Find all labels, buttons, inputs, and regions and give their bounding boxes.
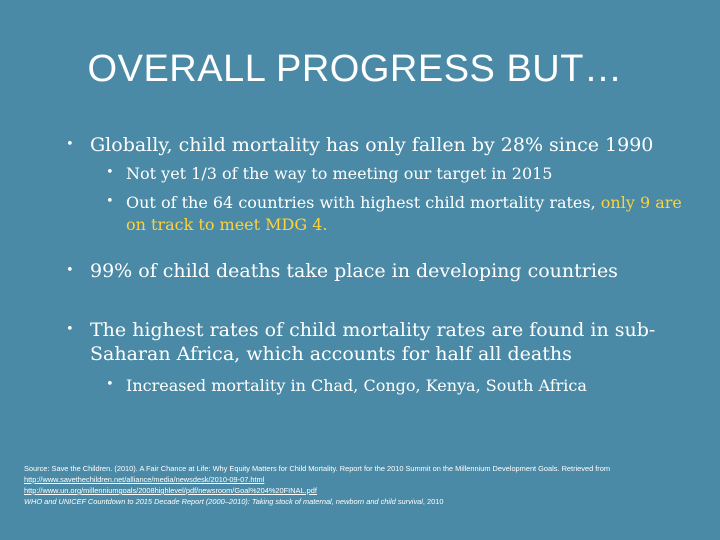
- bullet-dot: •: [106, 377, 114, 392]
- source-line: WHO and UNICEF Countdown to 2015 Decade …: [24, 496, 704, 507]
- slide-title: OVERALL PROGRESS BUT…: [87, 48, 623, 90]
- bullet-item: • The highest rates of child mortality r…: [66, 318, 680, 366]
- bullet-dot: •: [106, 165, 114, 180]
- sub-bullet-text: Increased mortality in Chad, Congo, Keny…: [126, 376, 587, 395]
- bullet-dot: •: [66, 263, 74, 278]
- sub-bullet-item: • Out of the 64 countries with highest c…: [106, 192, 686, 236]
- report-title: WHO and UNICEF Countdown to 2015 Decade …: [24, 497, 423, 506]
- bullet-item: • 99% of child deaths take place in deve…: [66, 259, 680, 283]
- bullet-item: • Globally, child mortality has only fal…: [66, 133, 680, 157]
- source-link[interactable]: http://www.savethechildren.net/alliance/…: [24, 475, 265, 484]
- source-citation: Source: Save the Children. (2010). A Fai…: [24, 463, 704, 507]
- sub-bullet-text: Not yet 1/3 of the way to meeting our ta…: [126, 164, 553, 183]
- highlighted-text: only 9 are on track to meet MDG 4.: [126, 193, 682, 234]
- source-line: Source: Save the Children. (2010). A Fai…: [24, 464, 611, 473]
- bullet-text: The highest rates of child mortality rat…: [90, 319, 656, 365]
- report-year: , 2010: [422, 497, 444, 506]
- bullet-dot: •: [66, 322, 74, 337]
- sub-bullet-text: Out of the 64 countries with highest chi…: [126, 193, 601, 212]
- bullet-dot: •: [106, 194, 114, 209]
- bullet-dot: •: [66, 137, 74, 152]
- sub-bullet-item: • Not yet 1/3 of the way to meeting our …: [106, 163, 686, 185]
- source-link[interactable]: http://www.un.org/millenniumgoals/2008hi…: [24, 486, 317, 495]
- bullet-text: 99% of child deaths take place in develo…: [90, 260, 618, 282]
- bullet-text: Globally, child mortality has only falle…: [90, 134, 654, 156]
- sub-bullet-item: • Increased mortality in Chad, Congo, Ke…: [106, 375, 686, 397]
